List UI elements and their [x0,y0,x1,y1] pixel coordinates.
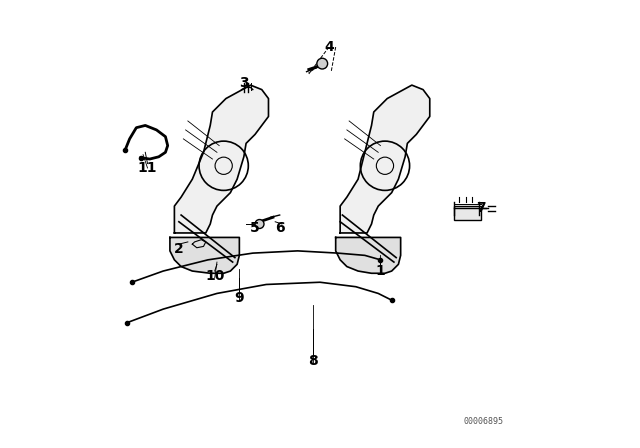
Text: 1: 1 [376,264,385,278]
Polygon shape [336,237,401,273]
Polygon shape [174,85,269,233]
Polygon shape [340,85,430,233]
Text: 5: 5 [250,221,260,236]
Text: 7: 7 [476,201,486,215]
Text: 3: 3 [239,76,249,90]
Text: 10: 10 [205,268,225,283]
Text: 9: 9 [234,291,244,305]
Polygon shape [170,237,239,273]
Bar [454,206,481,220]
Circle shape [317,58,328,69]
Text: 11: 11 [138,161,157,175]
Text: 00006895: 00006895 [463,417,504,426]
Text: 2: 2 [174,241,184,256]
Circle shape [255,220,264,228]
Text: 6: 6 [275,221,285,236]
Text: 8: 8 [308,353,318,368]
Text: 4: 4 [324,40,334,54]
